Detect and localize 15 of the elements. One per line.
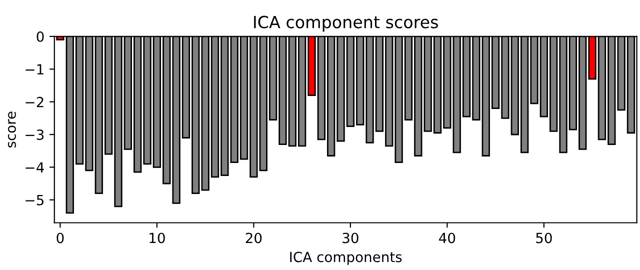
y-tick-label: −5 [26,195,44,206]
y-tick-label: −2 [26,96,44,108]
x-tick-label: 40 [439,232,456,244]
y-tick-label: −4 [26,162,44,172]
x-tick-label: 20 [246,232,262,244]
y-tick-label: 0 [36,31,44,42]
x-tick-label: 0 [56,232,64,244]
x-tick-label: 50 [536,232,552,244]
y-tick-label: −1 [26,64,44,74]
chart-title: ICA component scores [254,16,438,32]
x-tick-label: 10 [150,232,165,244]
x-tick-label: 30 [342,232,358,244]
x-axis-title: ICA components [290,252,402,265]
y-axis-title: score [8,112,16,148]
y-tick-label: −3 [26,129,44,140]
